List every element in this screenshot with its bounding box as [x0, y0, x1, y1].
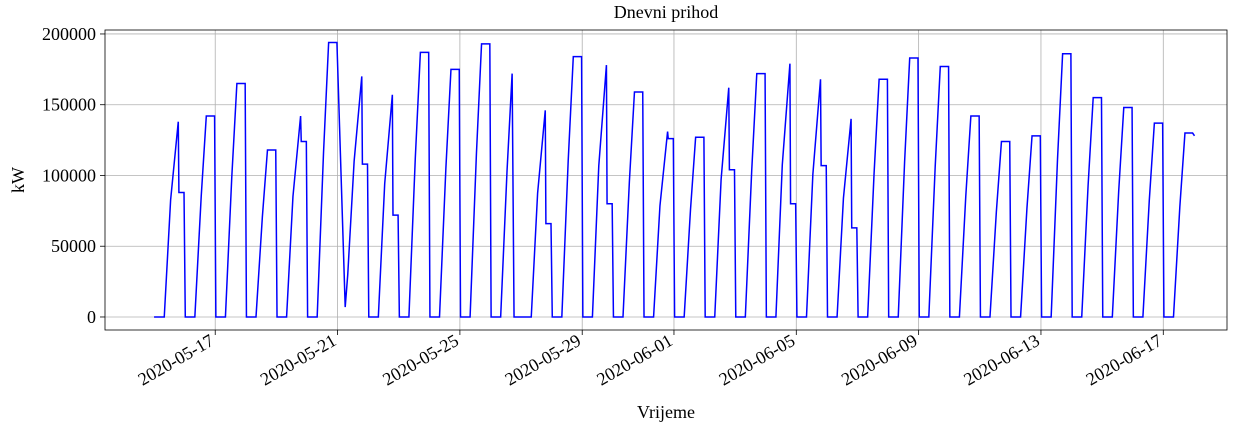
- y-tick-label: 100000: [42, 165, 96, 185]
- y-tick-label: 200000: [42, 24, 96, 44]
- x-axis-label: Vrijeme: [637, 402, 695, 422]
- data-line: [154, 41, 1196, 318]
- x-tick-label: 2020-05-21: [257, 330, 340, 389]
- plot-frame: [104, 29, 1228, 331]
- x-tick-label: 2020-05-25: [379, 330, 462, 389]
- x-tick-label: 2020-06-09: [838, 330, 921, 389]
- x-tick-label: 2020-06-01: [593, 330, 676, 389]
- x-tick-label: 2020-06-05: [716, 330, 799, 389]
- y-tick-label: 50000: [51, 236, 96, 256]
- y-axis-label: kW: [8, 167, 28, 193]
- y-tick-label: 150000: [42, 95, 96, 115]
- x-tick-label: 2020-06-13: [960, 330, 1043, 389]
- x-tick-label: 2020-06-17: [1083, 330, 1166, 389]
- x-tick-label: 2020-05-29: [501, 330, 584, 389]
- x-tick-label: 2020-05-17: [134, 330, 217, 389]
- y-tick-label: 0: [87, 307, 96, 327]
- chart-title: Dnevni prihod: [614, 2, 718, 22]
